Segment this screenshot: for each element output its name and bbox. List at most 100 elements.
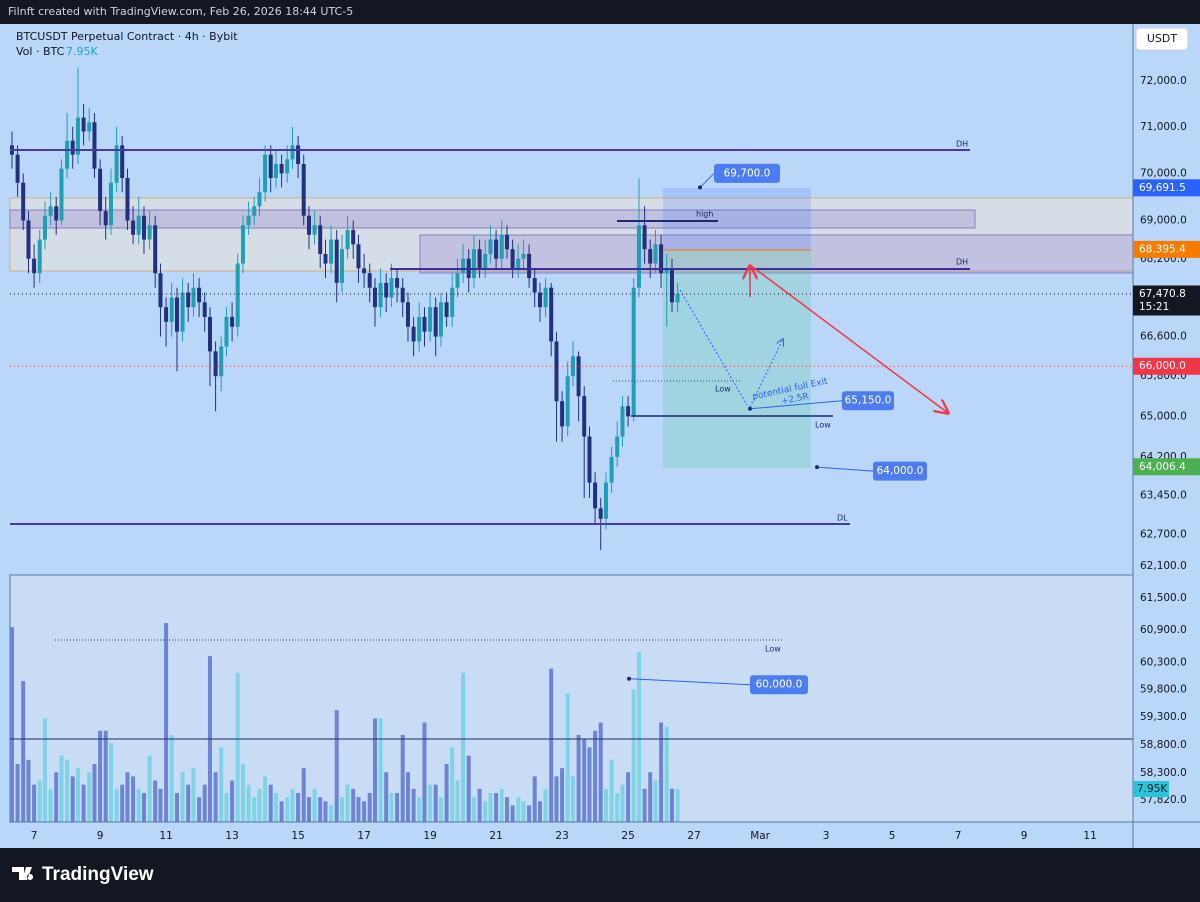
candle-body: [296, 145, 301, 164]
volume-bar: [648, 772, 653, 822]
candle-body: [356, 244, 361, 269]
candle-body: [615, 436, 620, 457]
logo-mark: [12, 867, 34, 880]
volume-bar: [323, 801, 328, 822]
candle-body: [32, 258, 37, 274]
candle-body: [191, 287, 196, 308]
volume-bar: [263, 776, 268, 822]
volume-bar: [554, 776, 559, 822]
dl-label: DL: [837, 514, 848, 523]
candle-body: [75, 117, 80, 155]
x-tick-label: 23: [555, 830, 568, 842]
volume-bar: [42, 718, 47, 822]
candle-body: [158, 273, 163, 308]
volume-bar: [405, 772, 410, 822]
candle-body: [186, 292, 191, 308]
y-tick-label: 60,900.0: [1140, 624, 1187, 636]
candle-body: [312, 225, 317, 235]
candle-body: [433, 307, 438, 337]
volume-bar: [450, 747, 455, 822]
candle-body: [125, 178, 130, 221]
volume-bar: [603, 788, 608, 822]
callout-label: 69,700.0: [724, 167, 771, 179]
candle-body: [554, 341, 559, 402]
y-tick-label: 59,800.0: [1140, 684, 1187, 696]
candle-body: [675, 293, 680, 303]
volume-bar: [186, 784, 191, 822]
price-label-box: [1133, 179, 1200, 197]
candle-body: [565, 376, 570, 427]
volume-bar: [537, 801, 542, 822]
volume-bar: [32, 784, 37, 822]
y-tick-label: 62,100.0: [1140, 560, 1187, 572]
candle-body: [510, 249, 515, 269]
candle-body: [318, 225, 323, 254]
volume-bar: [504, 797, 509, 822]
x-tick-label: 15: [291, 830, 304, 842]
volume-bar: [378, 718, 383, 822]
volume-bar: [312, 788, 317, 822]
volume-label: 7.95K: [1137, 783, 1168, 795]
candle-body: [488, 239, 493, 254]
callout-anchor: [698, 185, 702, 190]
volume-bar: [549, 668, 554, 822]
volume-bar: [9, 627, 14, 822]
candle-body: [334, 239, 339, 283]
y-tick-label: 65,000.0: [1140, 410, 1187, 422]
volume-bar: [301, 768, 306, 822]
price-label-box: [1133, 458, 1200, 476]
volume-bar: [582, 739, 587, 822]
candle-body: [169, 297, 174, 322]
x-tick-label: 11: [159, 830, 172, 842]
volume-bar: [389, 792, 394, 822]
volume-bar: [290, 788, 295, 822]
volume-bar: [483, 801, 488, 822]
y-tick-label: 66,600.0: [1140, 331, 1187, 343]
price-label: 66,000.0: [1139, 360, 1186, 372]
volume-bar: [461, 672, 466, 822]
candle-body: [120, 145, 125, 179]
volume-bar: [499, 788, 504, 822]
top-bar: [0, 0, 1200, 24]
candle-body: [367, 273, 372, 288]
candle-body: [131, 220, 136, 235]
brand: TradingView: [42, 864, 154, 885]
volume-bar: [235, 672, 240, 822]
volume-bar: [87, 772, 92, 822]
volume-bar: [400, 734, 405, 822]
candle-body: [273, 163, 278, 179]
volume-bar: [180, 772, 185, 822]
volume-bar: [516, 797, 521, 822]
candle-body: [339, 249, 344, 283]
chart-title: BTCUSDT Perpetual Contract · 4h · Bybit: [16, 30, 238, 43]
volume-bar: [372, 718, 377, 822]
candle-body: [516, 258, 521, 269]
volume-bar: [26, 759, 31, 822]
volume-bar: [169, 734, 174, 822]
callout-connector: [816, 466, 874, 472]
candle-body: [153, 225, 158, 274]
currency-button[interactable]: [1135, 27, 1189, 51]
volume-bar: [268, 784, 273, 822]
chart-background: [0, 24, 1200, 848]
volume-bar: [631, 689, 636, 822]
volume-bar: [318, 797, 323, 822]
candle-body: [471, 249, 476, 279]
candle-body: [323, 253, 328, 264]
volume-bar: [598, 722, 603, 822]
volume-bar: [240, 763, 245, 822]
volume-bar: [395, 792, 400, 822]
volume-bar: [153, 780, 158, 822]
y-tick-label: 60,300.0: [1140, 656, 1187, 668]
candle-body: [477, 249, 482, 269]
volume-bar: [615, 792, 620, 822]
volume-bar: [417, 797, 422, 822]
x-tick-label: 11: [1083, 830, 1096, 842]
y-tick-label: 72,000.0: [1140, 75, 1187, 87]
volume-bar: [659, 722, 664, 822]
volume-bar: [120, 784, 125, 822]
candle-body: [549, 287, 554, 342]
candle-body: [164, 307, 169, 322]
callout-label: 65,150.0: [845, 395, 892, 407]
volume-bar: [197, 797, 202, 822]
